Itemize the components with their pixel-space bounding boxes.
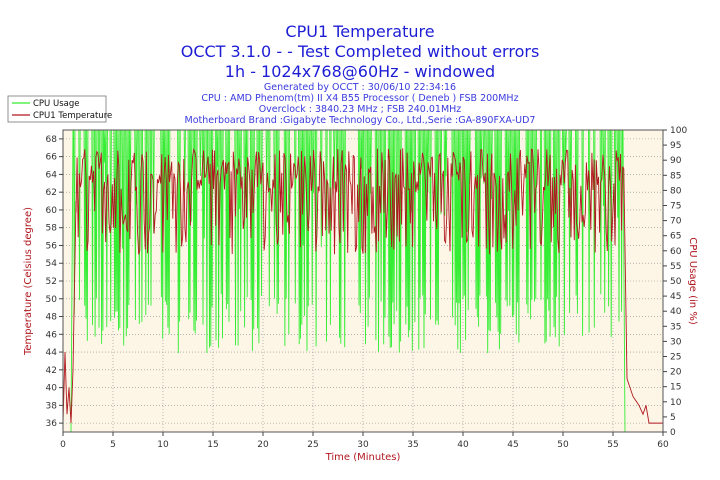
legend-box (7, 95, 107, 123)
y-axis-right: 0 5 10 15 20 25 30 35 40 45 50 55 60 65 70 75 80 85 90 95 10… (663, 126, 687, 438)
y-right-tick-label: 95 (670, 141, 681, 151)
y-right-tick-label: 65 (670, 232, 681, 242)
y-right-tick-label: 45 (670, 292, 681, 302)
y-left-tick-label: 42 (46, 366, 57, 376)
info-cpu: CPU : AMD Phenom(tm) II X4 B55 Processor… (201, 93, 519, 104)
y-left-tick-label: 56 (46, 241, 58, 251)
x-axis: 0 5 10 15 20 25 30 35 40 45 50 55 60 (60, 432, 669, 450)
y-right-tick-label: 15 (670, 383, 681, 393)
x-tick-label: 20 (257, 440, 269, 450)
y-right-tick-label: 55 (670, 262, 681, 272)
x-tick-label: 15 (207, 440, 218, 450)
chart-info-block: Generated by OCCT : 30/06/10 22:34:16 CP… (0, 82, 720, 126)
y-right-tick-label: 20 (670, 368, 682, 378)
x-tick-label: 40 (457, 440, 469, 450)
info-generated: Generated by OCCT : 30/06/10 22:34:16 (263, 82, 457, 93)
legend-label-cpu1-temperature: CPU1 Temperature (33, 111, 112, 121)
info-motherboard: Motherboard Brand :Gigabyte Technology C… (184, 115, 536, 126)
y-left-tick-label: 62 (46, 188, 57, 198)
chart-subtitle-1: OCCT 3.1.0 - - Test Completed without er… (180, 42, 540, 61)
y-left-tick-label: 36 (46, 419, 58, 429)
y-axis-right-label: CPU Usage (in %) (687, 237, 698, 325)
x-tick-label: 0 (60, 440, 66, 450)
y-right-tick-label: 80 (670, 186, 682, 196)
y-right-tick-label: 90 (670, 156, 682, 166)
y-right-tick-label: 60 (670, 247, 682, 257)
y-left-tick-label: 52 (46, 277, 57, 287)
y-left-tick-label: 58 (46, 224, 58, 234)
x-tick-label: 10 (157, 440, 169, 450)
x-tick-label: 25 (307, 440, 318, 450)
info-overclock: Overclock : 3840.23 MHz ; FSB 240.01MHz (258, 104, 462, 115)
y-left-tick-label: 38 (46, 401, 58, 411)
y-left-tick-label: 64 (46, 170, 58, 180)
chart-title-block: CPU1 Temperature OCCT 3.1.0 - - Test Com… (0, 22, 720, 82)
y-axis-left: 36 38 40 42 44 46 48 50 52 54 56 58 60 62 64 66 68 (46, 135, 63, 429)
y-right-tick-label: 10 (670, 398, 682, 408)
y-left-tick-label: 48 (46, 313, 58, 323)
y-right-tick-label: 5 (670, 413, 676, 423)
y-right-tick-label: 70 (670, 217, 682, 227)
chart-subtitle-2: 1h - 1024x768@60Hz - windowed (224, 62, 496, 81)
y-left-tick-label: 40 (46, 384, 58, 394)
y-left-tick-label: 54 (46, 259, 58, 269)
x-tick-label: 55 (607, 440, 618, 450)
x-tick-label: 5 (110, 440, 116, 450)
y-left-tick-label: 60 (46, 206, 58, 216)
y-left-tick-label: 68 (46, 135, 58, 145)
y-axis-left-label: Temperature (Celsius degree) (23, 207, 34, 356)
y-right-tick-label: 100 (670, 126, 687, 136)
y-left-tick-label: 50 (46, 295, 58, 305)
x-tick-label: 30 (357, 440, 369, 450)
cpu1-temperature-line (62, 147, 663, 424)
y-right-tick-label: 25 (670, 353, 681, 363)
y-right-tick-label: 0 (670, 428, 676, 438)
cpu1-temperature-series (62, 147, 663, 424)
y-right-tick-label: 30 (670, 337, 682, 347)
y-right-tick-label: 85 (670, 171, 681, 181)
x-tick-label: 45 (507, 440, 518, 450)
y-right-tick-label: 50 (670, 277, 682, 287)
y-right-tick-label: 35 (670, 322, 681, 332)
x-axis-label: Time (Minutes) (325, 452, 401, 463)
y-left-tick-label: 66 (46, 153, 58, 163)
legend: CPU Usage CPU1 Temperature (7, 95, 112, 123)
x-tick-label: 50 (557, 440, 569, 450)
y-right-tick-label: 40 (670, 307, 682, 317)
legend-label-cpu-usage: CPU Usage (33, 99, 79, 109)
y-left-tick-label: 44 (46, 348, 58, 358)
y-right-tick-label: 75 (670, 202, 681, 212)
y-left-tick-label: 46 (46, 330, 58, 340)
x-tick-label: 60 (657, 440, 669, 450)
chart-title: CPU1 Temperature (285, 22, 435, 41)
x-tick-label: 35 (407, 440, 418, 450)
